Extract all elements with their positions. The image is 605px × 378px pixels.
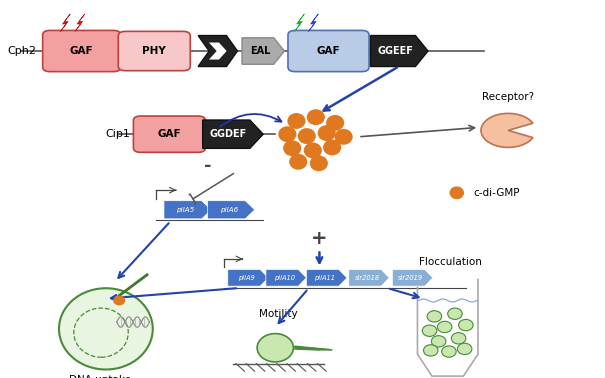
Text: EAL: EAL	[250, 46, 270, 56]
Ellipse shape	[450, 186, 464, 199]
Ellipse shape	[257, 334, 293, 362]
Polygon shape	[242, 38, 284, 64]
FancyBboxPatch shape	[288, 31, 369, 72]
Ellipse shape	[323, 139, 341, 155]
Text: Cph2: Cph2	[7, 46, 36, 56]
Text: GAF: GAF	[316, 46, 341, 56]
Text: pilA10: pilA10	[273, 275, 295, 281]
Text: DNA uptake: DNA uptake	[69, 375, 131, 378]
Text: Cip1: Cip1	[106, 129, 131, 139]
Polygon shape	[309, 14, 318, 31]
Ellipse shape	[289, 154, 307, 170]
Ellipse shape	[451, 333, 466, 344]
Ellipse shape	[431, 336, 446, 347]
FancyBboxPatch shape	[119, 31, 190, 71]
Text: c-di-GMP: c-di-GMP	[473, 188, 520, 198]
Ellipse shape	[298, 128, 316, 144]
Text: slr2018: slr2018	[355, 275, 379, 281]
Text: GGEEF: GGEEF	[377, 46, 413, 56]
Text: pilA5: pilA5	[176, 207, 194, 213]
Text: pilA6: pilA6	[220, 207, 238, 213]
Text: GAF: GAF	[157, 129, 182, 139]
Polygon shape	[203, 120, 263, 148]
Ellipse shape	[448, 308, 462, 319]
Text: pilA11: pilA11	[314, 275, 335, 281]
Ellipse shape	[113, 296, 125, 305]
Polygon shape	[60, 14, 70, 31]
Text: +: +	[311, 229, 328, 248]
Ellipse shape	[457, 343, 472, 355]
Text: Motility: Motility	[259, 310, 298, 319]
Polygon shape	[295, 14, 304, 31]
Ellipse shape	[310, 155, 328, 171]
Wedge shape	[481, 113, 533, 147]
Polygon shape	[348, 270, 390, 286]
Ellipse shape	[459, 319, 473, 331]
Text: Flocculation: Flocculation	[419, 257, 482, 267]
Ellipse shape	[307, 109, 325, 125]
Ellipse shape	[304, 143, 322, 158]
Ellipse shape	[335, 129, 353, 145]
Ellipse shape	[287, 113, 306, 129]
Polygon shape	[208, 201, 255, 219]
Ellipse shape	[427, 311, 442, 322]
FancyBboxPatch shape	[134, 116, 206, 152]
Ellipse shape	[59, 288, 152, 370]
Ellipse shape	[442, 346, 456, 357]
Text: -: -	[204, 157, 212, 175]
Polygon shape	[164, 201, 211, 219]
FancyBboxPatch shape	[43, 31, 121, 72]
Text: pilA9: pilA9	[238, 275, 254, 281]
Polygon shape	[75, 14, 85, 31]
Polygon shape	[393, 270, 433, 286]
Polygon shape	[198, 36, 237, 67]
Text: PHY: PHY	[142, 46, 166, 56]
Ellipse shape	[437, 321, 452, 333]
Polygon shape	[370, 36, 428, 67]
Ellipse shape	[326, 115, 344, 131]
Text: slr2019: slr2019	[398, 275, 423, 281]
Ellipse shape	[278, 126, 296, 142]
Polygon shape	[307, 270, 347, 286]
Ellipse shape	[422, 325, 437, 336]
Polygon shape	[266, 270, 306, 286]
Text: GAF: GAF	[70, 46, 94, 56]
Ellipse shape	[318, 125, 336, 141]
Text: GGDEF: GGDEF	[210, 129, 247, 139]
Polygon shape	[209, 42, 227, 60]
Ellipse shape	[424, 345, 438, 356]
Text: Receptor?: Receptor?	[482, 92, 534, 102]
Ellipse shape	[283, 140, 301, 156]
Polygon shape	[227, 270, 269, 286]
